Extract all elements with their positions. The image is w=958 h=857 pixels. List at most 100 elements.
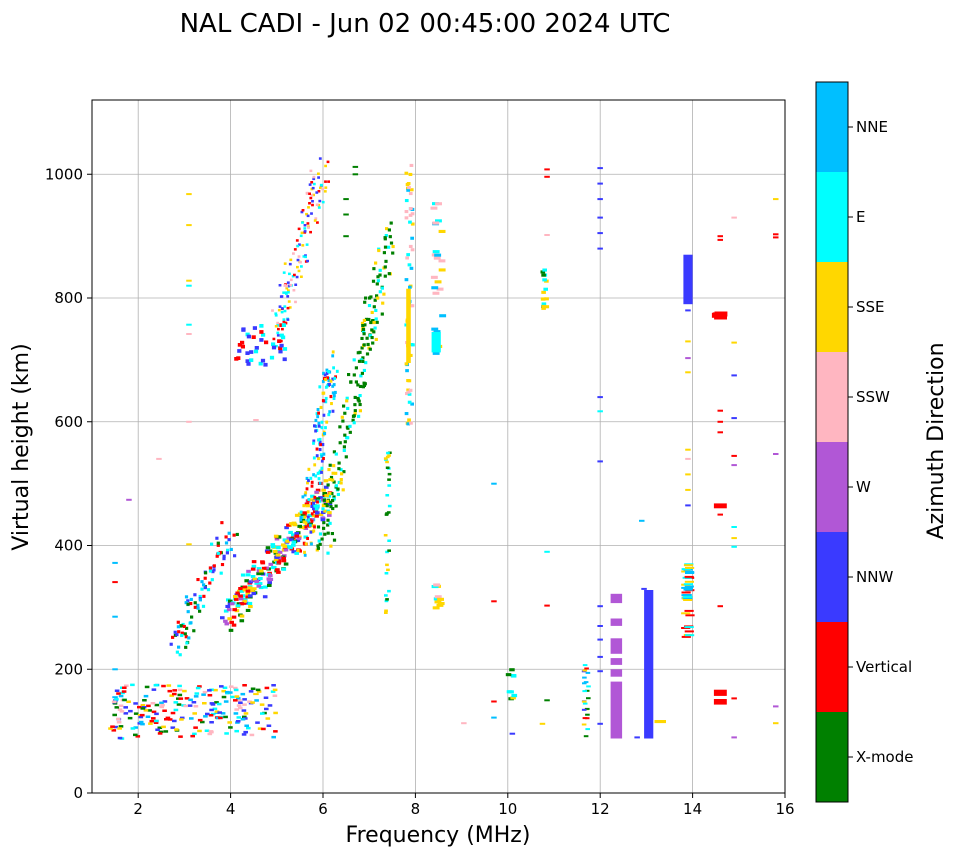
echo-point	[683, 588, 693, 591]
echo-point	[238, 701, 243, 704]
echo-point	[304, 491, 308, 495]
echo-point	[173, 630, 177, 634]
echo-point	[372, 321, 376, 325]
echo-point	[324, 186, 328, 189]
echo-point	[405, 256, 409, 260]
echo-point	[225, 690, 230, 694]
echo-point	[683, 597, 693, 600]
echo-point	[332, 497, 336, 501]
echo-point	[192, 732, 197, 736]
echo-point	[120, 691, 125, 695]
y-axis-ticks: 0 200 400 600 800 1000	[45, 165, 92, 802]
echo-point	[317, 438, 320, 442]
echo-point	[333, 376, 337, 380]
echo-point	[410, 402, 414, 406]
echo-point	[203, 576, 207, 580]
echo-point	[683, 599, 693, 601]
echo-bar	[713, 699, 727, 705]
echo-point	[544, 305, 550, 309]
echo-point	[222, 554, 226, 558]
echo-point	[184, 595, 189, 599]
echo-point	[281, 543, 286, 547]
echo-point	[174, 728, 179, 731]
echo-point	[180, 624, 184, 628]
echo-point	[282, 271, 286, 274]
echo-point	[410, 212, 415, 216]
echo-point	[288, 306, 292, 309]
echo-point	[196, 603, 200, 607]
echo-point	[223, 715, 228, 719]
echo-point	[384, 594, 388, 597]
echo-point	[332, 480, 336, 484]
echo-point	[223, 609, 229, 613]
echo-point	[254, 581, 259, 585]
echo-point	[245, 608, 251, 612]
echo-point	[218, 716, 223, 720]
echo-point	[582, 690, 587, 693]
echo-point	[188, 698, 193, 702]
echo-point	[541, 302, 547, 306]
echo-point	[353, 403, 357, 407]
echo-point	[224, 535, 228, 539]
echo-point	[216, 702, 222, 706]
echo-point	[773, 198, 779, 201]
echo-point	[260, 358, 266, 363]
echo-point	[391, 251, 395, 255]
echo-point	[111, 700, 117, 704]
echo-point	[311, 186, 315, 190]
echo-point	[327, 468, 331, 472]
echo-point	[311, 203, 314, 207]
echo-point	[112, 615, 118, 618]
echo-bar	[713, 689, 727, 696]
echo-point	[352, 421, 356, 425]
echo-point	[717, 420, 723, 423]
echo-point	[283, 305, 287, 308]
echo-point	[717, 235, 723, 238]
echo-point	[307, 514, 313, 518]
echo-point	[296, 244, 300, 248]
echo-point	[320, 537, 324, 541]
echo-point	[189, 717, 194, 720]
echo-point	[316, 221, 319, 224]
echo-point	[281, 307, 284, 310]
echo-point	[184, 645, 188, 649]
echo-point	[198, 609, 202, 613]
echo-point	[404, 278, 409, 282]
echo-point	[137, 722, 143, 725]
echo-point	[265, 717, 271, 720]
echo-point	[407, 186, 411, 190]
echo-point	[508, 690, 514, 694]
echo-point	[431, 286, 439, 290]
echo-point	[197, 729, 202, 733]
echo-point	[235, 721, 240, 724]
echo-point	[324, 485, 329, 489]
echo-point	[343, 433, 347, 437]
echo-point	[432, 221, 440, 225]
echo-point	[681, 635, 691, 638]
echo-point	[359, 358, 363, 362]
echo-point	[177, 645, 181, 649]
echo-point	[157, 732, 163, 735]
echo-point	[383, 274, 387, 278]
echo-point	[387, 472, 392, 476]
echo-point	[430, 275, 438, 279]
echo-point	[247, 586, 253, 590]
echo-point	[320, 518, 326, 522]
echo-point	[108, 727, 113, 730]
echo-point	[302, 255, 306, 258]
echo-point	[321, 200, 325, 204]
echo-point	[187, 636, 191, 640]
echo-point	[186, 279, 192, 282]
echo-point	[544, 297, 549, 301]
echo-point	[314, 418, 318, 422]
echo-point	[597, 232, 603, 235]
echo-point	[154, 712, 159, 716]
echo-point	[240, 692, 246, 696]
echo-point	[247, 594, 253, 598]
echo-point	[236, 716, 242, 719]
echo-point	[410, 222, 415, 226]
echo-point	[685, 634, 695, 637]
echo-point	[328, 463, 332, 467]
echo-point	[387, 484, 392, 487]
echo-point	[339, 468, 343, 472]
